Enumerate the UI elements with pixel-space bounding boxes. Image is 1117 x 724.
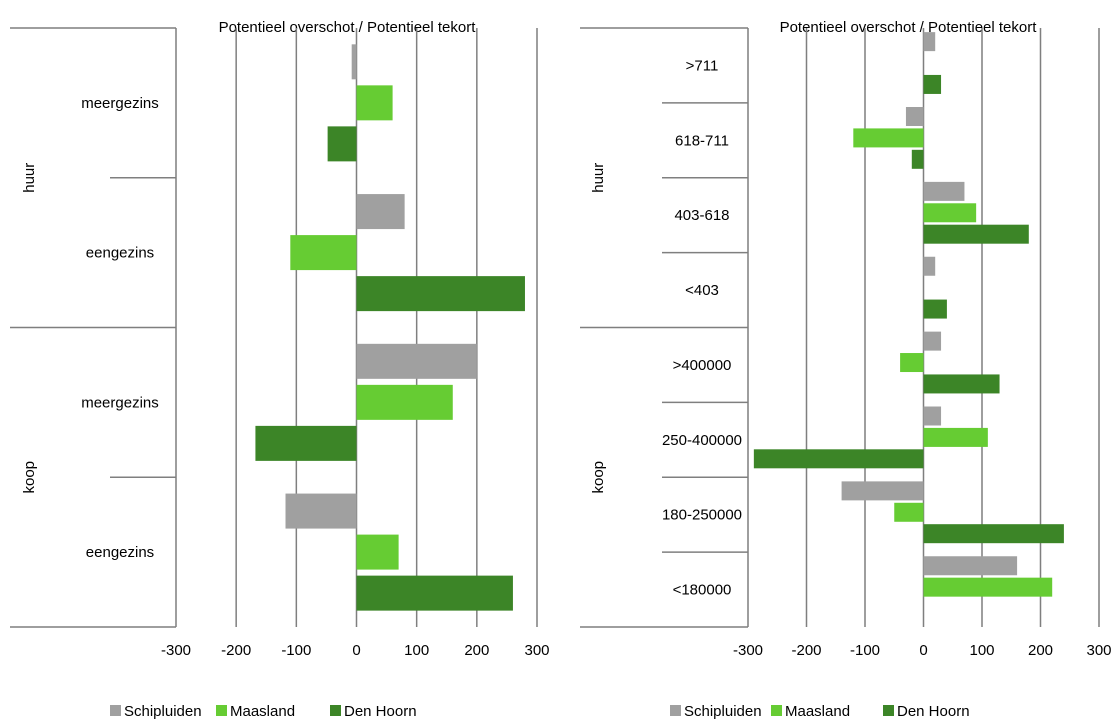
chart2-category-label: >711 — [686, 57, 719, 74]
chart2-tick-label: -300 — [733, 642, 763, 659]
chart2-bar-schipluiden — [905, 107, 924, 126]
chart2-title: Potentieel overschot / Potentieel tekort — [780, 19, 1038, 36]
chart2-bar-den-hoorn — [911, 149, 924, 169]
chart1-title: Potentieel overschot / Potentieel tekort — [219, 19, 477, 36]
chart2-category-label: 403-618 — [674, 207, 729, 224]
chart2-category-label: >400000 — [673, 357, 732, 374]
chart1-tick-label: -300 — [161, 642, 191, 659]
chart1-tick-label: 100 — [404, 642, 429, 659]
chart2-tick-label: -200 — [791, 642, 821, 659]
chart1-bar-den-hoorn — [255, 425, 357, 461]
chart2-legend-label: Maasland — [785, 703, 850, 720]
chart1-bar-maasland — [356, 85, 393, 121]
chart1-bar-schipluiden — [356, 343, 477, 379]
chart1-legend-label: Den Hoorn — [344, 703, 417, 720]
chart1-bar-den-hoorn — [356, 276, 525, 312]
chart2-legend-label: Schipluiden — [684, 703, 762, 720]
chart2-tick-label: 200 — [1028, 642, 1053, 659]
chart1-tick-label: 200 — [464, 642, 489, 659]
chart1-tick-label: -100 — [281, 642, 311, 659]
chart1-legend-label: Maasland — [230, 703, 295, 720]
chart2-group-label: koop — [590, 461, 607, 494]
chart2-bar-schipluiden — [923, 32, 936, 52]
chart2-bar-den-hoorn — [923, 374, 1000, 394]
chart2-legend-swatch — [883, 705, 894, 716]
chart2-legend-swatch — [771, 705, 782, 716]
chart2-tick-label: 300 — [1086, 642, 1111, 659]
chart1-legend-swatch — [330, 705, 341, 716]
chart2-bar-den-hoorn — [923, 524, 1064, 544]
chart2-bar-maasland — [923, 577, 1053, 597]
chart1-bar-den-hoorn — [356, 575, 513, 611]
chart2-bar-schipluiden — [923, 556, 1018, 576]
chart2-bar-schipluiden — [923, 406, 942, 426]
chart1-bar-schipluiden — [356, 194, 405, 230]
chart1-tick-label: 0 — [352, 642, 360, 659]
chart2-category-label: <180000 — [673, 582, 732, 599]
chart1-category-label: eengezins — [86, 245, 154, 262]
chart2-group-label: huur — [590, 163, 607, 193]
chart2-bar-maasland — [853, 128, 924, 148]
chart2-tick-label: 100 — [969, 642, 994, 659]
chart2-bar-schipluiden — [923, 256, 936, 276]
chart2-bar-den-hoorn — [753, 449, 924, 469]
chart1-bar-schipluiden — [351, 44, 357, 80]
chart2-legend-label: Den Hoorn — [897, 703, 970, 720]
chart1-tick-label: 300 — [524, 642, 549, 659]
chart2-category-label: <403 — [685, 282, 719, 299]
chart1-bar-maasland — [356, 534, 399, 570]
chart2-legend-swatch — [670, 705, 681, 716]
chart2-tick-label: 0 — [919, 642, 927, 659]
chart1-category-label: meergezins — [81, 95, 159, 112]
chart2-bar-schipluiden — [923, 181, 965, 201]
chart2-bar-maasland — [923, 427, 988, 447]
chart2-bar-den-hoorn — [923, 74, 942, 94]
chart2-bar-den-hoorn — [923, 299, 947, 319]
chart1-legend-swatch — [110, 705, 121, 716]
chart1-group-label: koop — [21, 461, 38, 494]
chart2-bar-schipluiden — [923, 331, 942, 351]
chart1-category-label: meergezins — [81, 394, 159, 411]
chart2-bar-schipluiden — [841, 481, 924, 501]
chart2-bar-maasland — [900, 353, 924, 373]
chart2-bar-maasland — [894, 502, 924, 522]
chart1-bar-maasland — [290, 235, 357, 271]
chart1-bar-den-hoorn — [327, 126, 357, 162]
chart2-category-label: 250-400000 — [662, 432, 742, 449]
chart1-legend-swatch — [216, 705, 227, 716]
chart1-bar-schipluiden — [285, 493, 357, 529]
chart1-group-label: huur — [21, 163, 38, 193]
chart2-category-label: 180-250000 — [662, 507, 742, 524]
chart2-bar-maasland — [923, 203, 977, 223]
chart2-category-label: 618-711 — [675, 132, 729, 149]
chart1-category-label: eengezins — [86, 544, 154, 561]
chart1-legend-label: Schipluiden — [124, 703, 202, 720]
chart2-tick-label: -100 — [850, 642, 880, 659]
chart2-bar-den-hoorn — [923, 224, 1029, 244]
chart1-tick-label: -200 — [221, 642, 251, 659]
chart1-bar-maasland — [356, 384, 453, 420]
